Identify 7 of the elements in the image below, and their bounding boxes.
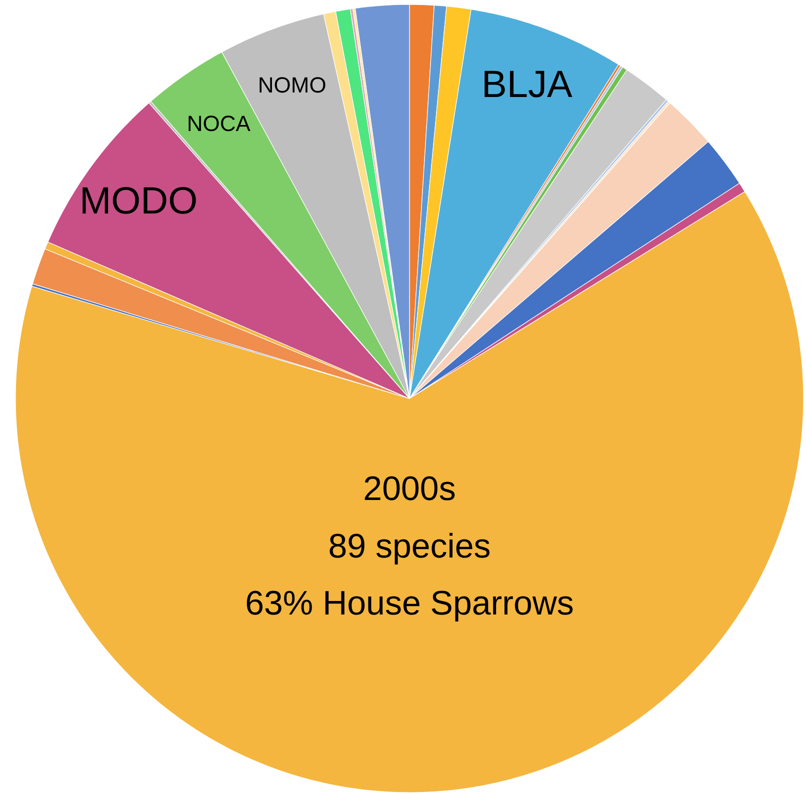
text: 63% House Sparrows	[245, 584, 574, 622]
slice-label: NOMO	[258, 72, 326, 98]
slice-label: NOCA	[186, 110, 251, 136]
slice-label: BLJA	[481, 64, 573, 106]
slice-label: MODO	[79, 180, 198, 223]
text: 89 species	[328, 527, 491, 566]
text: 2000s	[363, 470, 456, 508]
